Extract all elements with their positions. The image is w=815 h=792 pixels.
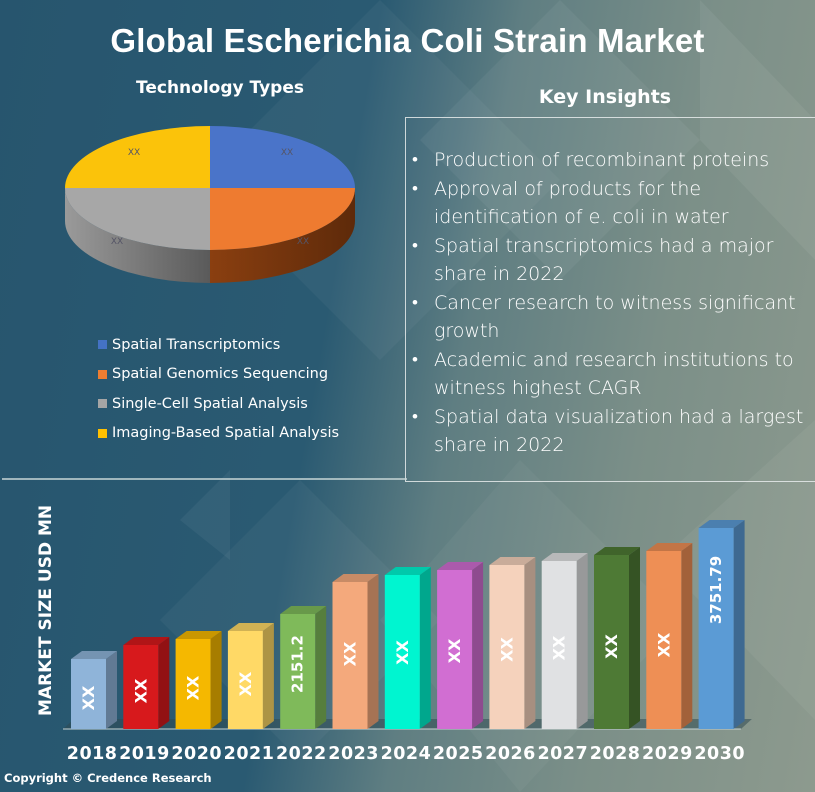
key-insights-box: Production of recombinant proteins Appro… — [405, 117, 815, 482]
svg-text:XX: XX — [281, 148, 293, 158]
pie-slice-single-cell — [65, 188, 210, 250]
insights-heading: Key Insights — [538, 86, 672, 108]
x-axis-tick-label: 2029 — [642, 744, 693, 764]
bar-2022: 2151.2 — [280, 606, 327, 729]
bar-2020: XX — [175, 631, 222, 729]
bar-2024: XX — [384, 567, 431, 729]
bar-data-label: XX — [550, 635, 569, 660]
legend-item: Single-Cell Spatial Analysis — [98, 389, 339, 419]
x-axis-tick-label: 2022 — [275, 744, 327, 764]
bar-data-label: XX — [236, 671, 255, 696]
x-axis-tick-label: 2025 — [432, 744, 484, 764]
legend-item: Imaging-Based Spatial Analysis — [98, 419, 339, 449]
bar-2029: XX — [646, 543, 693, 729]
x-axis-tick-label: 2026 — [485, 744, 536, 764]
bar-data-label: 2151.2 — [289, 635, 307, 693]
x-axis-tick-label: 2020 — [171, 744, 223, 764]
page-title: Global Escherichia Coli Strain Market — [110, 22, 705, 59]
x-axis-tick-label: 2023 — [328, 744, 379, 764]
bar-data-label: XX — [654, 632, 673, 657]
insight-item: Approval of products for the identificat… — [406, 175, 815, 232]
svg-text:XX: XX — [111, 237, 123, 247]
x-axis-tick-label: 2028 — [589, 744, 641, 764]
insight-item: Spatial data visualization had a largest… — [406, 403, 815, 460]
pie-slice-imaging-based — [65, 126, 210, 188]
bar-data-label: XX — [602, 634, 621, 659]
x-axis-tick-label: 2021 — [223, 744, 275, 764]
pie-slice-spatial-transcriptomics — [210, 126, 355, 188]
x-axis-tick-label: 2024 — [380, 744, 432, 764]
pie-heading: Technology Types — [136, 78, 304, 98]
section-divider — [2, 478, 407, 480]
technology-pie-chart: XX XX XX XX — [65, 126, 355, 283]
copyright-text: Copyright © Credence Research — [4, 771, 212, 785]
bar-data-label: XX — [79, 685, 98, 710]
legend-item: Spatial Transcriptomics — [98, 330, 339, 360]
svg-text:XX: XX — [297, 237, 309, 247]
bar-2025: XX — [437, 562, 484, 729]
bar-2026: XX — [489, 557, 536, 729]
insight-item: Production of recombinant proteins — [406, 146, 815, 175]
bar-2021: XX — [227, 623, 274, 729]
insight-item: Spatial transcriptomics had a major shar… — [406, 232, 815, 289]
legend-swatch-icon — [98, 428, 107, 438]
bar-data-label: XX — [131, 678, 150, 703]
bar-data-label: 3751.79 — [707, 556, 725, 624]
x-axis-tick-label: 2027 — [537, 744, 589, 764]
bar-2018: XX — [71, 651, 117, 729]
insight-item: Academic and research institutions to wi… — [406, 346, 815, 403]
bar-data-label: XX — [184, 675, 203, 700]
bar-data-label: XX — [445, 638, 464, 663]
insight-item: Cancer research to witness significant g… — [406, 289, 815, 346]
bar-data-label: XX — [497, 637, 516, 662]
x-axis-tick-label: 2030 — [694, 744, 746, 764]
bar-data-label: XX — [393, 640, 412, 665]
bar-data-label: XX — [341, 641, 360, 666]
x-axis-tick-label: 2018 — [66, 744, 118, 764]
bar-2019: XX — [123, 637, 170, 729]
x-axis-tick-label: 2019 — [119, 744, 170, 764]
svg-text:XX: XX — [128, 148, 140, 158]
pie-legend: Spatial Transcriptomics Spatial Genomics… — [98, 330, 339, 448]
bar-2023: XX — [332, 574, 379, 729]
legend-swatch-icon — [98, 369, 107, 379]
x-axis-labels: 2018 2019 2020 2021 2022 2023 2024 2025 2026 2027… — [66, 744, 746, 764]
legend-swatch-icon — [98, 399, 107, 409]
bar-2027: XX — [541, 553, 588, 729]
bar-2028: XX — [594, 547, 640, 729]
legend-swatch-icon — [98, 340, 107, 350]
legend-item: Spatial Genomics Sequencing — [98, 360, 339, 390]
bar-2030: 3751.79 — [698, 520, 745, 729]
insights-list: Production of recombinant proteins Appro… — [406, 146, 815, 460]
pie-slice-spatial-genomics — [210, 188, 355, 250]
